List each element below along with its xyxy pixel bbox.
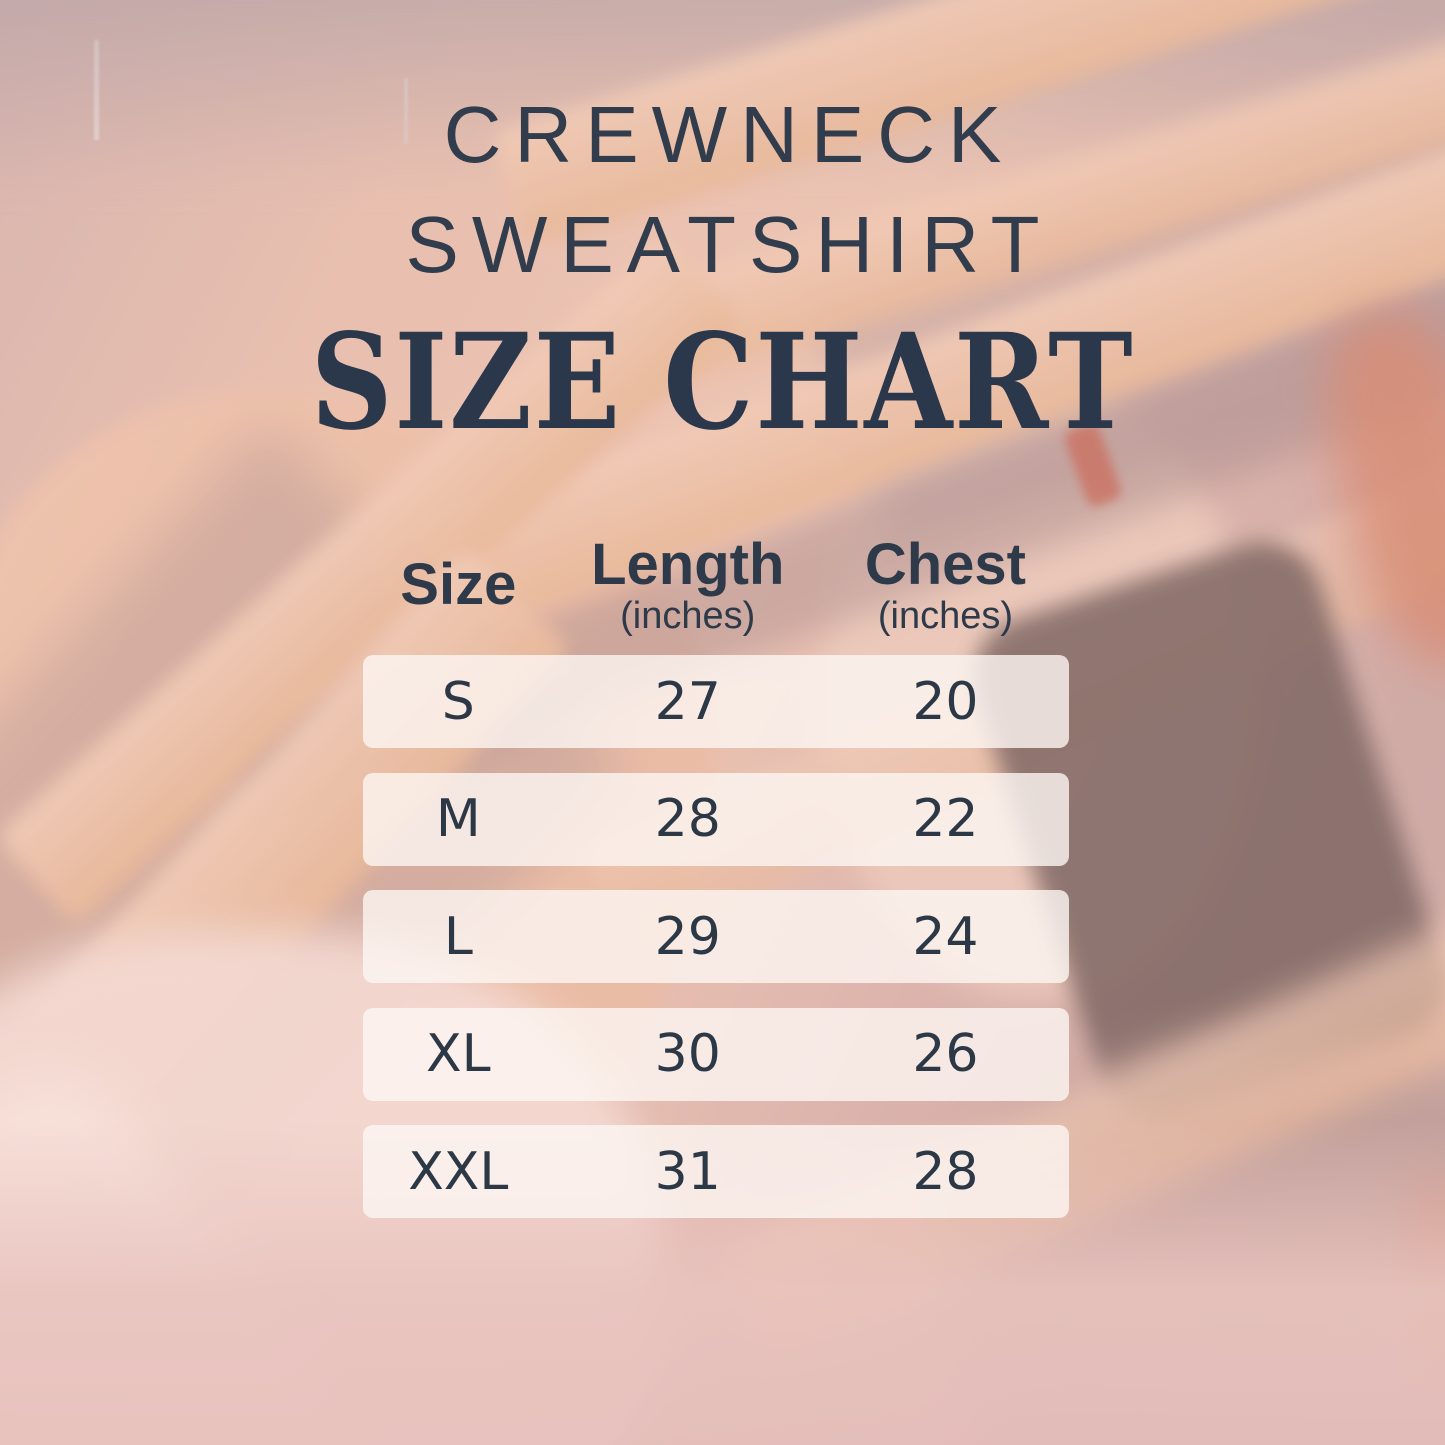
size-cell: S xyxy=(441,671,475,732)
page-title: SIZE CHART xyxy=(310,305,1135,460)
column-unit: (inches) xyxy=(877,595,1013,637)
column-header-size: Size xyxy=(363,536,554,636)
chest-cell: 22 xyxy=(912,789,979,849)
length-cell: 31 xyxy=(654,1141,721,1202)
length-cell: 29 xyxy=(654,906,721,967)
length-cell: 30 xyxy=(654,1024,721,1084)
length-cell: 27 xyxy=(654,671,721,732)
product-title-line2: SWEATSHIRT xyxy=(405,200,1053,289)
table-row: S 27 20 xyxy=(363,655,1069,748)
table-row: M 28 22 xyxy=(363,772,1069,866)
size-table: S 27 20 M 28 22 L 29 24 XL 30 26 XXL 31 … xyxy=(363,655,1069,1218)
table-row: XL 30 26 xyxy=(363,1007,1069,1101)
chest-cell: 20 xyxy=(912,671,979,732)
chest-cell: 26 xyxy=(912,1024,979,1084)
bg-hanger-hook xyxy=(404,78,408,144)
column-label: Size xyxy=(400,552,517,617)
table-row: XXL 31 28 xyxy=(363,1125,1069,1218)
size-cell: M xyxy=(435,789,481,849)
column-label: Length xyxy=(591,532,785,597)
bg-hanger-hook xyxy=(94,40,99,140)
size-cell: XL xyxy=(426,1024,491,1084)
column-unit: (inches) xyxy=(620,595,756,637)
column-header-length: Length (inches) xyxy=(554,532,822,637)
table-row: L 29 24 xyxy=(363,890,1069,983)
table-header: Size Length (inches) Chest (inches) xyxy=(363,532,1069,637)
size-cell: XXL xyxy=(408,1141,509,1202)
length-cell: 28 xyxy=(654,789,721,849)
size-cell: L xyxy=(443,906,473,967)
column-header-chest: Chest (inches) xyxy=(822,532,1069,637)
product-title-line1: CREWNECK xyxy=(443,90,1015,179)
product-title: CREWNECK SWEATSHIRT xyxy=(0,80,1445,300)
chest-cell: 24 xyxy=(912,906,979,967)
chest-cell: 28 xyxy=(912,1141,979,1202)
column-label: Chest xyxy=(864,532,1026,597)
